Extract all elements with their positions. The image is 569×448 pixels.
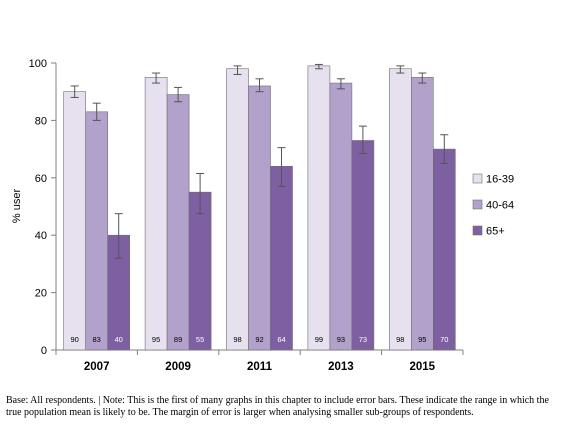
legend-label: 65+ [486, 226, 505, 238]
legend-swatch [472, 225, 483, 236]
bar [144, 77, 168, 351]
x-category-label: 2009 [165, 361, 191, 373]
x-category-label: 2015 [410, 361, 436, 373]
data-label: 98 [396, 335, 404, 344]
data-label: 70 [440, 335, 448, 344]
data-label: 99 [315, 335, 323, 344]
data-label: 95 [152, 335, 160, 344]
bar [270, 166, 293, 351]
bar [226, 68, 249, 351]
data-label: 73 [359, 335, 367, 344]
legend-label: 16-39 [486, 174, 514, 186]
legend: 16-39 40-64 65+ [472, 173, 514, 238]
bar [188, 191, 212, 351]
bar [432, 148, 456, 351]
y-tick-label: 60 [35, 173, 47, 185]
bars: 90 83 40 95 89 55 98 92 64 99 93 73 98 95 70 [63, 63, 456, 351]
bar [329, 82, 353, 351]
bar [307, 65, 331, 351]
data-label: 90 [71, 335, 79, 344]
bar [410, 77, 434, 351]
y-tick-label: 100 [29, 58, 47, 70]
bar [85, 111, 108, 351]
x-category-label: 2007 [84, 361, 110, 373]
y-tick-label: 40 [35, 230, 47, 242]
y-tick-label: 0 [41, 345, 47, 357]
y-tick-label: 80 [35, 115, 47, 127]
data-label: 55 [196, 335, 204, 344]
bar [351, 140, 375, 351]
y-tick-label: 20 [35, 288, 47, 300]
data-label: 93 [337, 335, 345, 344]
x-category-label: 2013 [328, 361, 354, 373]
bar [248, 85, 271, 351]
data-label: 92 [255, 335, 263, 344]
data-label: 89 [174, 335, 182, 344]
data-label: 98 [233, 335, 241, 344]
bar [166, 94, 190, 351]
legend-swatch [472, 199, 483, 210]
data-label: 40 [115, 335, 123, 344]
y-axis-label: % user [11, 189, 23, 224]
bar-chart: % user 0 20 40 60 80 100 90 83 40 95 89 55 98 92 64 99… [11, 58, 514, 373]
data-label: 95 [418, 335, 426, 344]
footnote: Base: All respondents. | Note: This is t… [6, 395, 549, 418]
x-category-label: 2011 [247, 361, 273, 373]
bar [388, 68, 412, 351]
x-axis: 2007 2009 2011 2013 2015 [55, 350, 464, 373]
legend-swatch [472, 173, 483, 184]
data-label: 83 [93, 335, 101, 344]
legend-label: 40-64 [486, 200, 514, 212]
data-label: 64 [277, 335, 285, 344]
bar [63, 91, 87, 351]
